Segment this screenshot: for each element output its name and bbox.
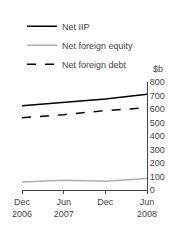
svg-text:100: 100	[150, 172, 165, 182]
svg-text:Dec: Dec	[97, 197, 114, 207]
svg-text:Net foreign debt: Net foreign debt	[62, 60, 127, 70]
svg-text:0: 0	[150, 185, 155, 195]
svg-text:Jun2007: Jun2007	[54, 197, 74, 219]
svg-text:Net foreign equity: Net foreign equity	[62, 41, 133, 51]
svg-text:800: 800	[150, 77, 165, 87]
svg-text:Net IIP: Net IIP	[62, 22, 90, 32]
svg-text:$b: $b	[153, 64, 163, 74]
svg-text:500: 500	[150, 118, 165, 128]
svg-text:Jun2008: Jun2008	[137, 197, 157, 219]
svg-text:Dec2006: Dec2006	[12, 197, 32, 219]
svg-text:200: 200	[150, 158, 165, 168]
svg-text:600: 600	[150, 104, 165, 114]
svg-text:400: 400	[150, 131, 165, 141]
svg-text:700: 700	[150, 91, 165, 101]
svg-text:300: 300	[150, 145, 165, 155]
